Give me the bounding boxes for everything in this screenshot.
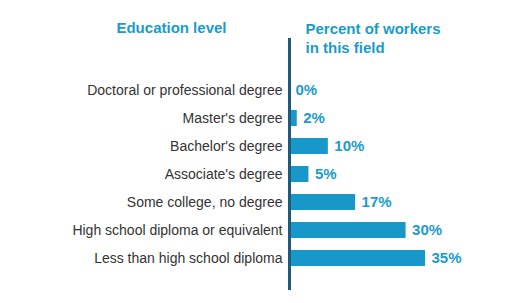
svg-text:High school diploma or equival: High school diploma or equivalent (72, 222, 282, 238)
svg-text:17%: 17% (362, 193, 392, 210)
svg-text:Bachelor's degree: Bachelor's degree (170, 138, 283, 154)
svg-text:10%: 10% (334, 137, 364, 154)
svg-text:Doctoral or professional degre: Doctoral or professional degree (87, 82, 283, 98)
svg-text:Less than high school diploma: Less than high school diploma (94, 250, 283, 266)
svg-text:5%: 5% (315, 165, 337, 182)
svg-text:Master's degree: Master's degree (183, 110, 283, 126)
svg-text:Associate's degree: Associate's degree (165, 166, 283, 182)
svg-text:Percent of workersin this fiel: Percent of workersin this field (306, 20, 441, 56)
svg-text:30%: 30% (412, 221, 442, 238)
svg-text:Some college, no degree: Some college, no degree (127, 194, 283, 210)
svg-text:2%: 2% (303, 109, 325, 126)
svg-text:35%: 35% (432, 249, 462, 266)
svg-text:Education level: Education level (116, 19, 226, 36)
svg-text:0%: 0% (296, 81, 318, 98)
